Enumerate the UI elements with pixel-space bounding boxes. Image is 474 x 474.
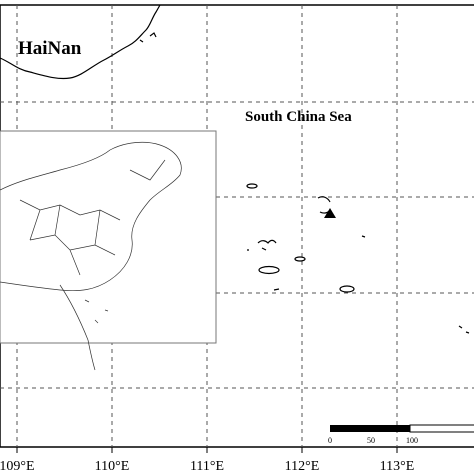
sea-label: South China Sea xyxy=(245,109,352,125)
site-marker xyxy=(324,208,336,218)
longitude-label: 112°E xyxy=(285,459,320,474)
longitude-label: 110°E xyxy=(95,459,130,474)
longitude-label: 109°E xyxy=(0,459,35,474)
map-frame xyxy=(0,4,474,448)
island-label: HaiNan xyxy=(18,38,82,59)
scale-label: 100 xyxy=(406,436,418,445)
scale-label: 50 xyxy=(367,436,375,445)
longitude-labels: 109°E 110°E 111°E 112°E 113°E xyxy=(0,447,414,474)
islands xyxy=(246,183,470,334)
graticule xyxy=(0,5,474,447)
longitude-label: 111°E xyxy=(190,459,224,474)
hainan-coastline xyxy=(0,4,161,80)
scale-label: 0 xyxy=(328,436,332,445)
scale-bar: 0 50 100 xyxy=(328,424,474,445)
inset-map xyxy=(0,130,217,371)
coast-detail xyxy=(139,32,157,43)
longitude-label: 113°E xyxy=(380,459,415,474)
